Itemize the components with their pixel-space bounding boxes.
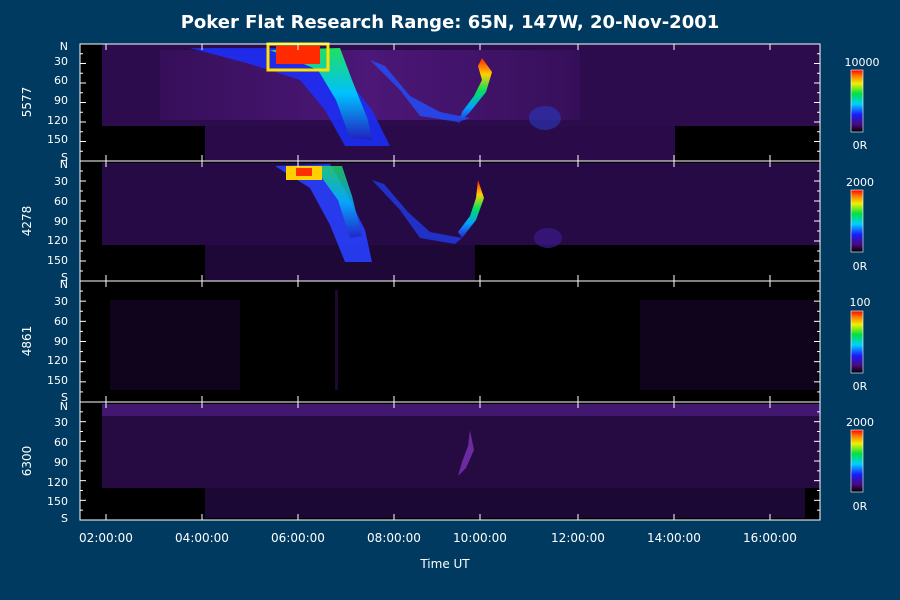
x-tick-label-1000: 10:00:00 [453,531,507,545]
panel-6300-glow [102,404,820,488]
panel-4278-colorbar [850,189,864,253]
panel-4278-arc-core [310,166,362,238]
panel-5577-arc-core [270,48,372,140]
panel-5577-glow-mid [205,126,675,161]
panel-6300-y-ticks: N 30 60 90 120 150 S [47,400,68,525]
panel-4278-diffuse-band [372,180,462,244]
x-tick-label-0800: 08:00:00 [367,531,421,545]
panel-5577-diffuse-band [370,60,470,122]
panel-6300-ytick-60: 60 [54,436,68,449]
panel-4861-image [110,290,818,390]
panel-5577-evening-arc [458,58,492,124]
panel-4861-ytick-60: 60 [54,315,68,328]
panel-4278-ytick-30: 30 [54,175,68,188]
panel-5577-ytick-s: S [61,151,68,164]
panel-6300-glow-mid [205,488,805,518]
x-tick-label-1600: 16:00:00 [743,531,797,545]
x-tick-label-1200: 12:00:00 [551,531,605,545]
figure-title: Poker Flat Research Range: 65N, 147W, 20… [181,12,720,33]
panel-6300-ylabel: 6300 [20,446,34,477]
panel-4278-evening-arc [458,180,484,238]
panel-4278-colorbar-min: 0R [853,260,868,273]
panel-4278-hotspot-center [296,168,312,176]
panel-6300-colorbar-min: 0R [853,500,868,513]
panel-4278-ytick-n: N [60,158,68,171]
panel-6300-arc [458,430,474,476]
panel-6300-colorbar [850,429,864,493]
panel-4861-colorbar [850,310,864,374]
panel-4278-y-ticks: N 30 60 90 120 150 S [47,158,68,284]
panel-4278-ytick-150: 150 [47,254,68,267]
panel-5577-ytick-90: 90 [54,94,68,107]
panel-4861: 4861 N 30 60 90 120 150 S 100 0R [20,278,871,404]
x-axis-title: Time UT [419,557,470,571]
panel-6300-ytick-120: 120 [47,476,68,489]
panel-6300-ytick-s: S [61,512,68,525]
panel-4278: 4278 N 30 60 90 120 150 S 2000 0R [20,158,874,284]
panel-5577-late-glow [529,106,561,130]
panel-4278-ytick-120: 120 [47,234,68,247]
panel-4278-late-glow [534,228,562,248]
panel-4861-noise-left [110,300,240,390]
panel-4278-ytick-s: S [61,271,68,284]
panel-6300-image [102,404,820,518]
panel-4861-ylabel: 4861 [20,326,34,357]
panel-4861-ytick-n: N [60,278,68,291]
panel-4861-ytick-90: 90 [54,335,68,348]
panel-4861-colorbar-max: 100 [850,296,871,309]
panel-5577-ylabel: 5577 [20,87,34,118]
tick-marks [80,43,820,521]
panel-5577-y-ticks: N 30 60 90 120 150 S [47,40,68,164]
panel-6300: 6300 N 30 60 90 120 150 S 2000 0R [20,400,874,525]
panel-6300-ytick-150: 150 [47,495,68,508]
panel-5577-colorbar [850,69,864,133]
panel-6300-top-band [102,404,820,416]
panel-5577-hotspot [276,46,320,64]
x-tick-label-1400: 14:00:00 [647,531,701,545]
panel-5577-ytick-n: N [60,40,68,53]
panel-5577-colorbar-max: 10000 [845,56,880,69]
panel-5577: 5577 N 30 60 90 120 150 S 10000 0R [20,40,880,164]
panel-4278-ytick-90: 90 [54,215,68,228]
panel-5577-colorbar-min: 0R [853,139,868,152]
panel-4278-image [102,163,820,281]
panel-4861-streak [335,290,338,390]
panel-4278-ylabel: 4278 [20,206,34,237]
panel-5577-ytick-120: 120 [47,114,68,127]
x-tick-label-0600: 06:00:00 [271,531,325,545]
panel-4861-ytick-s: S [61,391,68,404]
x-tick-label-0200: 02:00:00 [79,531,133,545]
panel-4861-ytick-30: 30 [54,295,68,308]
panel-6300-ytick-90: 90 [54,456,68,469]
panel-6300-ytick-30: 30 [54,416,68,429]
x-tick-label-0400: 04:00:00 [175,531,229,545]
panel-4861-ytick-150: 150 [47,374,68,387]
panel-5577-ytick-30: 30 [54,55,68,68]
panel-4278-glow-mid [205,245,475,281]
panel-4861-ytick-120: 120 [47,354,68,367]
panel-6300-colorbar-max: 2000 [846,416,874,429]
panel-4278-colorbar-max: 2000 [846,176,874,189]
panel-6300-ytick-n: N [60,400,68,413]
panel-5577-ytick-60: 60 [54,74,68,87]
panel-4278-ytick-60: 60 [54,195,68,208]
panel-4861-colorbar-min: 0R [853,380,868,393]
panel-5577-image [102,42,820,161]
panel-4861-y-ticks: N 30 60 90 120 150 S [47,278,68,404]
panel-5577-ytick-150: 150 [47,133,68,146]
panel-4861-noise-right [640,300,818,390]
panel-4278-arc-band [275,164,372,262]
x-axis: 02:00:00 04:00:00 06:00:00 08:00:00 10:0… [79,531,797,571]
